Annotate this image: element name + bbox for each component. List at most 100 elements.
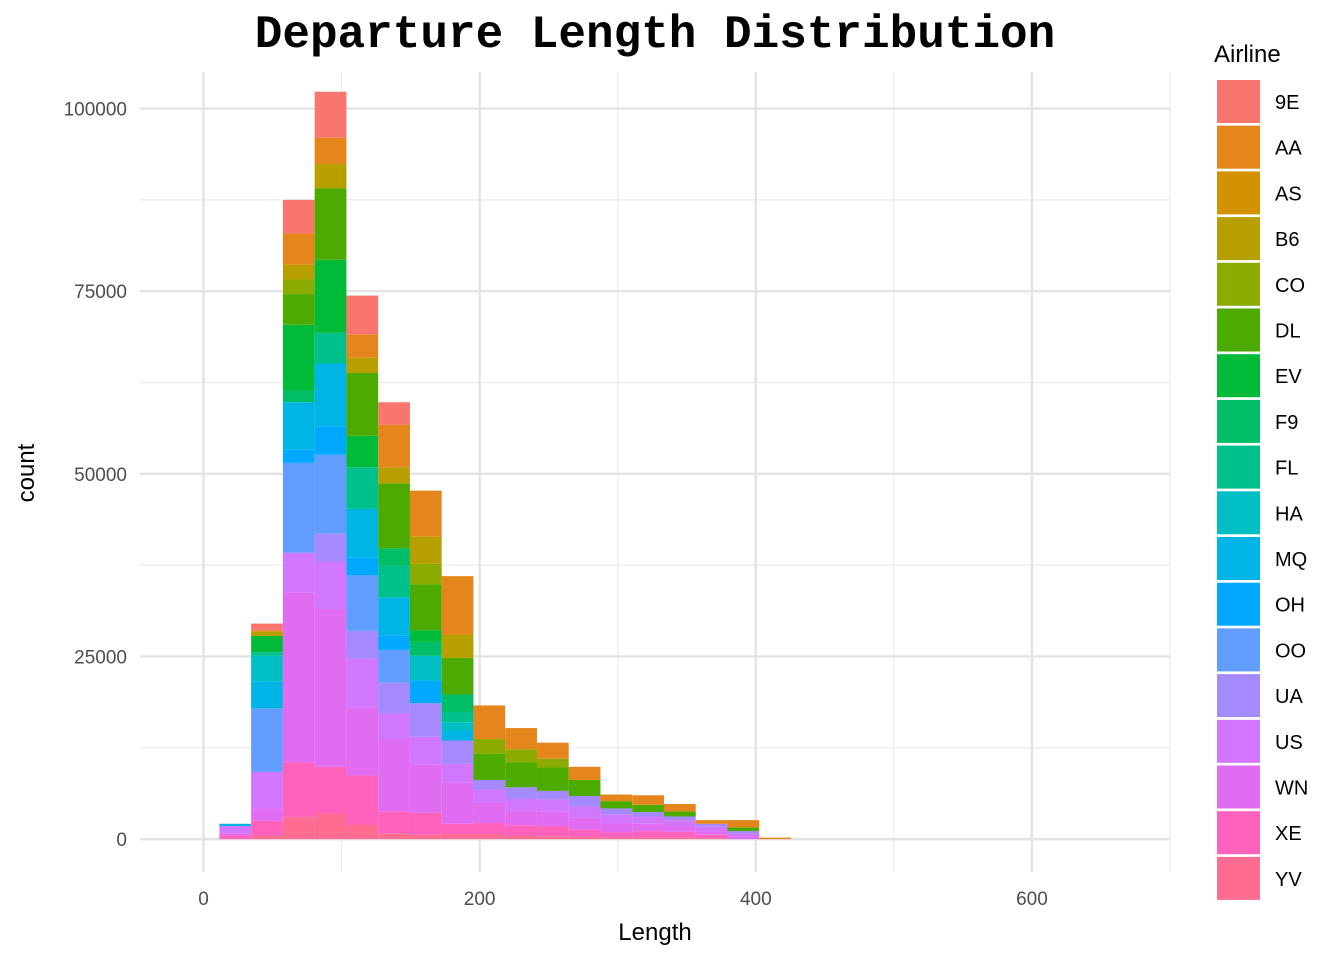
bar-segment-wn bbox=[282, 592, 315, 763]
bar-segment-fl bbox=[346, 467, 379, 509]
bar-segment-aa bbox=[314, 137, 347, 165]
legend-label-us: US bbox=[1275, 732, 1303, 754]
bar-segment-ha bbox=[251, 655, 283, 682]
bar-segment-wn bbox=[663, 825, 696, 832]
bar-segment-b6 bbox=[314, 164, 347, 189]
bar-segment-us bbox=[727, 833, 760, 837]
bar-segment-f9 bbox=[282, 390, 315, 403]
bar-segment-xe bbox=[505, 825, 537, 836]
legend: Airline 9E AA AS B6 CO DL EV F9 FL HA MQ OH OO UA US WN… bbox=[1214, 41, 1308, 900]
legend-label-ua: UA bbox=[1275, 686, 1303, 708]
bar-segment-yv bbox=[473, 834, 506, 840]
legend-label-mq: MQ bbox=[1275, 549, 1307, 571]
bar-segment-xe bbox=[536, 825, 569, 837]
bar-segment-xe bbox=[632, 831, 664, 838]
bar-segment-aa bbox=[632, 795, 664, 805]
legend-key-mq bbox=[1217, 537, 1260, 580]
bar-segment-aa bbox=[378, 424, 410, 468]
bar-segment-wn bbox=[568, 817, 601, 830]
bar-segment-wn bbox=[695, 831, 728, 835]
bar-segment-b6 bbox=[409, 536, 442, 564]
bar-segment-us bbox=[441, 763, 474, 783]
legend-label-f9: F9 bbox=[1275, 412, 1298, 434]
bar-segment-mq bbox=[346, 508, 379, 558]
bar-segment-mq bbox=[378, 597, 410, 636]
y-tick-label: 75000 bbox=[74, 282, 127, 303]
bar-segment-dl bbox=[378, 483, 410, 549]
bar-segment-mq bbox=[251, 681, 283, 709]
bar-segment-yv bbox=[568, 836, 601, 840]
bar-segment-xe bbox=[568, 829, 601, 837]
bar-segment-ev bbox=[251, 636, 283, 653]
bar-segment-us bbox=[505, 798, 537, 811]
bar-segment-yv bbox=[378, 833, 410, 840]
bar-segment-ua bbox=[600, 808, 633, 815]
bar-segment-mq bbox=[282, 402, 315, 450]
bar-segment-f9 bbox=[409, 641, 442, 656]
legend-key-9e bbox=[1217, 80, 1260, 123]
stacked-bars bbox=[219, 91, 791, 840]
bar-segment-xe bbox=[600, 832, 633, 838]
bar-segment-yv bbox=[505, 835, 537, 840]
bar-segment-yv bbox=[441, 834, 474, 840]
bar-segment-ha bbox=[409, 655, 442, 681]
bar-segment-wn bbox=[409, 764, 442, 813]
legend-label-oo: OO bbox=[1275, 640, 1306, 662]
legend-key-dl bbox=[1217, 308, 1260, 352]
legend-label-aa: AA bbox=[1275, 138, 1302, 160]
legend-key-fl bbox=[1217, 445, 1260, 489]
bar-segment-aa bbox=[568, 766, 601, 780]
bar-segment-f9 bbox=[441, 694, 474, 712]
bar-segment-ua bbox=[473, 779, 506, 790]
legend-key-xe bbox=[1217, 811, 1260, 855]
bar-segment-oh bbox=[346, 557, 379, 576]
bar-segment-aa bbox=[759, 837, 791, 840]
x-tick-label: 200 bbox=[464, 889, 496, 910]
bar-segment-ua bbox=[314, 533, 347, 562]
bar-segment-yv bbox=[251, 835, 283, 840]
bar-segment-ua bbox=[378, 682, 410, 714]
legend-label-dl: DL bbox=[1275, 321, 1301, 343]
bar-segment-aa bbox=[505, 728, 537, 750]
bar-segment-yv bbox=[632, 837, 664, 840]
legend-key-yv bbox=[1217, 856, 1260, 900]
bar-segment-dl bbox=[346, 373, 379, 436]
bar-segment-9e bbox=[251, 623, 283, 631]
bar-segment-aa bbox=[536, 742, 569, 759]
bar-segment-ua bbox=[568, 796, 601, 807]
legend-label-9e: 9E bbox=[1275, 92, 1299, 114]
legend-key-oh bbox=[1217, 582, 1260, 626]
bar-segment-mq bbox=[441, 730, 474, 741]
bar-segment-wn bbox=[251, 808, 283, 821]
bar-segment-oo bbox=[346, 575, 379, 631]
bar-segment-yv bbox=[600, 837, 633, 840]
legend-key-co bbox=[1217, 262, 1260, 306]
bar-segment-aa bbox=[727, 820, 760, 828]
bar-segment-9e bbox=[346, 295, 379, 335]
legend-key-oo bbox=[1217, 628, 1260, 672]
bar-segment-9e bbox=[378, 402, 410, 425]
legend-label-xe: XE bbox=[1275, 823, 1302, 845]
bar-segment-dl bbox=[600, 801, 633, 809]
bar-segment-ua bbox=[536, 790, 569, 800]
bar-segment-fl bbox=[314, 332, 347, 364]
bar-segment-oo bbox=[378, 649, 410, 683]
bar-segment-co bbox=[409, 563, 442, 585]
bar-segment-9e bbox=[282, 199, 315, 234]
legend-key-b6 bbox=[1217, 217, 1260, 261]
bar-segment-dl bbox=[505, 762, 537, 788]
bar-segment-wn bbox=[441, 782, 474, 824]
bar-segment-us bbox=[378, 713, 410, 740]
bar-segment-xe bbox=[282, 762, 315, 818]
legend-key-wn bbox=[1217, 765, 1260, 809]
bar-segment-xe bbox=[378, 811, 410, 834]
legend-key-aa bbox=[1217, 125, 1260, 169]
bar-segment-yv bbox=[695, 838, 728, 840]
bar-segment-dl bbox=[441, 657, 474, 695]
bar-segment-dl bbox=[409, 584, 442, 631]
y-axis-title: count bbox=[13, 443, 40, 502]
bar-segment-yv bbox=[663, 837, 696, 840]
legend-title: Airline bbox=[1214, 41, 1281, 68]
bar-segment-b6 bbox=[282, 264, 315, 280]
bar-segment-aa bbox=[473, 705, 506, 740]
